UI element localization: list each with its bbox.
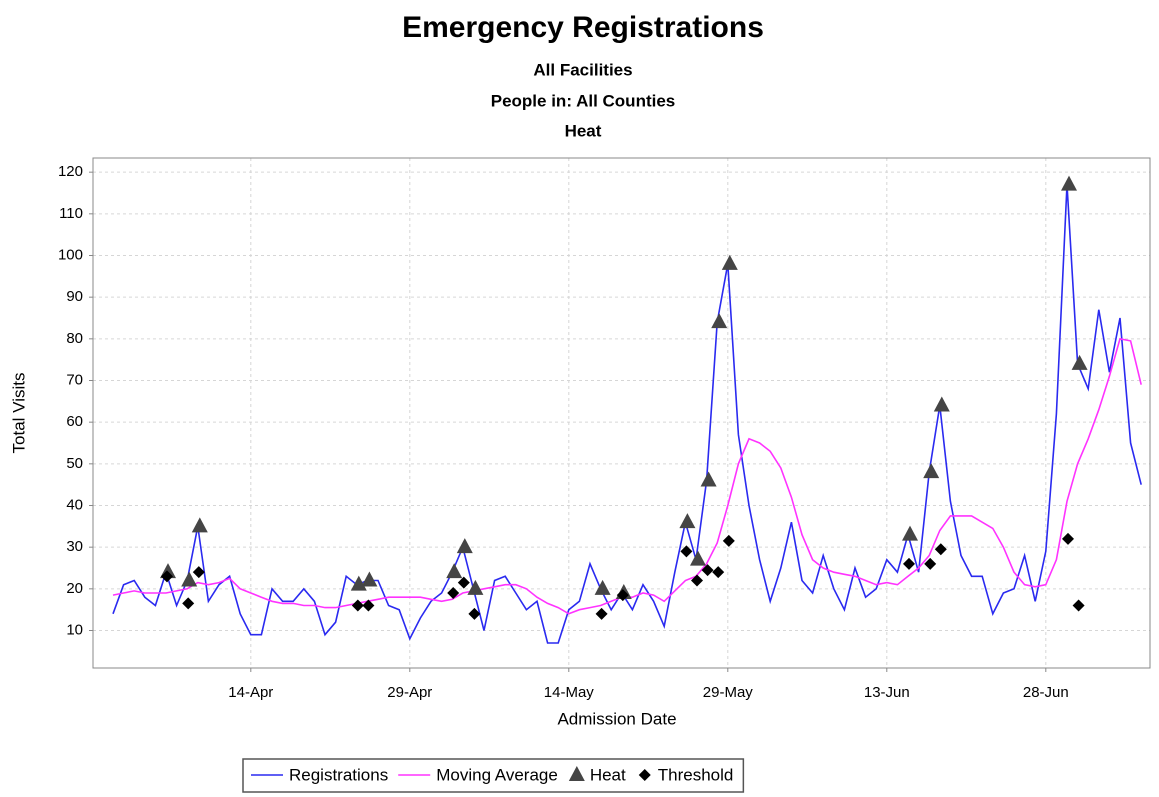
y-tick-label: 100 (58, 246, 83, 263)
threshold-marker (1072, 599, 1085, 612)
y-tick-label: 20 (66, 580, 83, 597)
x-tick-label: 13-Jun (864, 684, 910, 701)
threshold-marker (712, 566, 725, 579)
legend-label: Moving Average (436, 765, 558, 784)
heat-marker (690, 550, 706, 566)
threshold-marker (447, 587, 460, 599)
threshold-marker (457, 576, 470, 589)
heat-marker (446, 563, 463, 579)
heat-marker (350, 575, 367, 591)
heat-marker (711, 313, 728, 329)
heat-marker (923, 463, 940, 479)
legend: Registrations Moving Average Heat Threshold (242, 758, 745, 793)
series-line (112, 184, 1142, 644)
chart-subtitle: Heat (565, 121, 602, 140)
threshold-marker (1062, 532, 1074, 545)
x-tick-label: 29-May (703, 684, 754, 701)
heat-marker (456, 538, 473, 554)
heat-marker (467, 579, 484, 595)
threshold-marker (934, 543, 947, 556)
chart-title: Emergency Registrations (402, 11, 764, 44)
heat-marker (721, 254, 738, 270)
heat-marker (679, 513, 696, 529)
threshold-marker (192, 566, 205, 579)
threshold-marker (595, 607, 608, 620)
heat-marker (594, 579, 611, 595)
plot-marks (112, 175, 1142, 644)
threshold-marker (722, 534, 735, 547)
y-tick-label: 60 (66, 413, 83, 430)
heat-marker (1071, 354, 1088, 370)
threshold-marker (638, 769, 651, 781)
y-tick-label: 10 (66, 621, 83, 638)
chart-subtitle: All Facilities (533, 60, 632, 79)
y-tick-label: 70 (66, 371, 83, 388)
threshold-marker (924, 557, 937, 570)
y-tick-label: 80 (66, 330, 83, 347)
heat-marker (933, 396, 950, 412)
legend-label: Heat (590, 765, 626, 784)
heat-marker (181, 571, 198, 587)
y-tick-label: 40 (66, 496, 83, 513)
threshold-marker (616, 589, 629, 602)
heat-marker (191, 517, 208, 533)
heat-marker (568, 766, 585, 781)
heat-marker (902, 525, 918, 541)
y-tick-label: 30 (66, 538, 83, 555)
threshold-marker (468, 607, 481, 620)
threshold-marker (362, 599, 375, 612)
threshold-marker (903, 557, 915, 570)
legend-box (242, 758, 745, 793)
y-tick-label: 50 (66, 455, 83, 472)
x-tick-label: 14-May (544, 684, 595, 701)
y-tick-label: 90 (66, 288, 83, 305)
threshold-marker (680, 545, 693, 558)
legend-label: Registrations (289, 765, 388, 784)
threshold-marker (351, 599, 364, 612)
y-tick-label: 120 (58, 163, 83, 180)
plot-frame (92, 157, 1151, 669)
heat-marker (700, 471, 717, 487)
x-tick-label: 14-Apr (228, 684, 273, 701)
threshold-marker (161, 570, 173, 583)
x-tick-label: 29-Apr (387, 684, 432, 701)
threshold-marker (182, 597, 195, 610)
heat-marker (1061, 175, 1077, 191)
x-axis-label: Admission Date (557, 709, 676, 728)
heat-marker (361, 571, 378, 587)
chart-subtitle: People in: All Counties (491, 91, 676, 110)
threshold-marker (691, 574, 703, 587)
threshold-marker (701, 564, 714, 577)
y-tick-label: 110 (59, 205, 83, 222)
y-axis-label: Total Visits (9, 373, 28, 454)
x-tick-label: 28-Jun (1023, 684, 1069, 701)
legend-label: Threshold (658, 765, 734, 784)
